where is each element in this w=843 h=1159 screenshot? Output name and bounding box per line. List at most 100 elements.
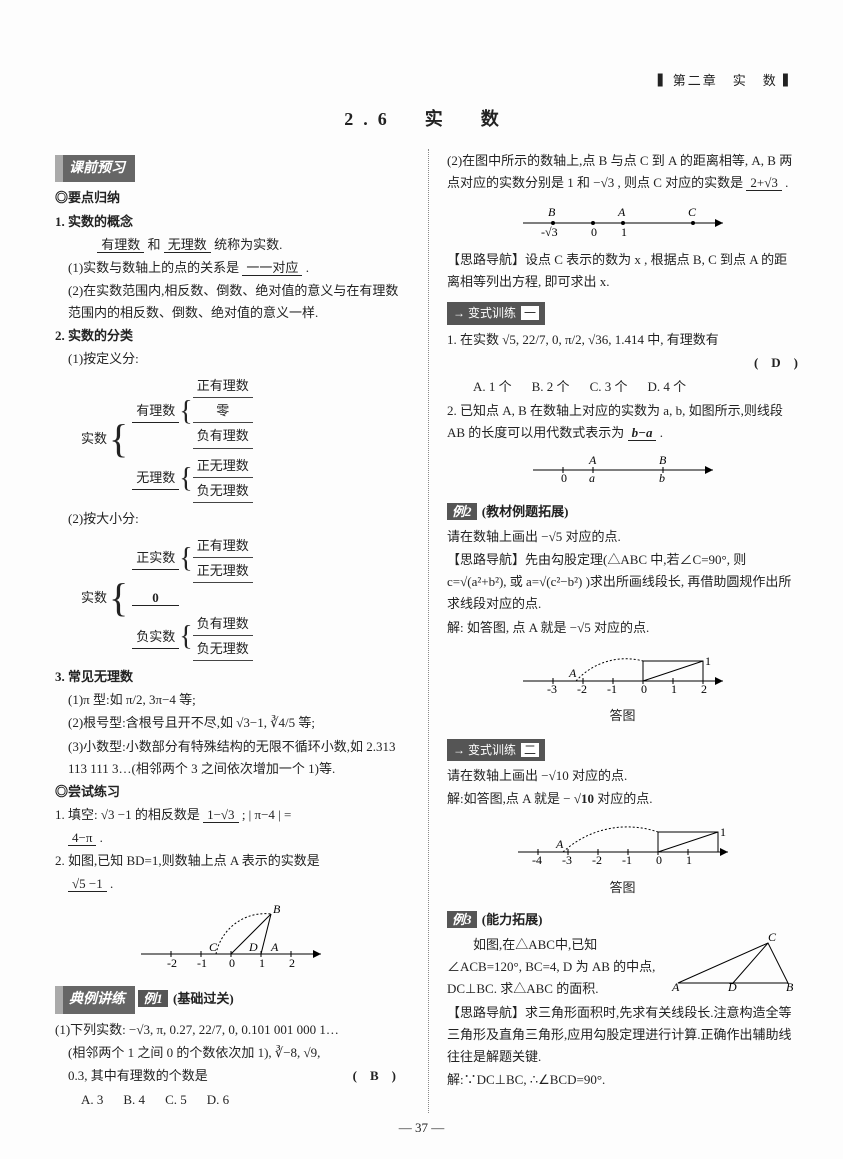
p3: 3. 常见无理数	[55, 666, 406, 688]
v2-q: 请在数轴上画出 −√10 对应的点.	[447, 765, 798, 787]
note: (能力拓展)	[482, 912, 543, 927]
svg-text:-2: -2	[577, 682, 587, 696]
p1b: (1)实数与数轴上的点的关系是 一一对应 .	[55, 257, 406, 279]
t: .	[100, 830, 103, 845]
tag: 例2	[447, 503, 477, 520]
svg-text:C: C	[768, 933, 777, 944]
svg-text:-3: -3	[562, 853, 572, 867]
svg-text:D: D	[248, 940, 258, 954]
t: 统称为实数.	[214, 237, 282, 252]
svg-text:A: A	[568, 666, 577, 680]
leaf: 负无理数	[193, 638, 253, 661]
p3b: (2)根号型:含根号且开不尽,如 √3−1, ∛4/5 等;	[55, 712, 406, 734]
note: (教材例题拓展)	[482, 504, 569, 519]
try-q1: 1. 填空: √3 −1 的相反数是 1−√3 ; | π−4 | =	[55, 804, 406, 826]
svg-text:C: C	[209, 940, 218, 954]
ex1-options: A. 3 B. 4 C. 5 D. 6	[81, 1089, 406, 1111]
svg-text:-2: -2	[592, 853, 602, 867]
t: 解:如答图,点 A 就是 −	[447, 791, 571, 806]
p1: 1. 实数的概念	[55, 211, 406, 233]
svg-text:1: 1	[621, 225, 627, 238]
p2b: (2)按大小分:	[55, 508, 406, 530]
opt-d: D. 6	[207, 1089, 229, 1111]
variant-2-tag: → 变式训练 二	[447, 739, 545, 761]
left-column: 课前预习 ◎要点归纳 1. 实数的概念 有理数 和 无理数 统称为实数. (1)…	[55, 149, 406, 1114]
svg-text:-3: -3	[547, 682, 557, 696]
svg-text:A: A	[617, 205, 626, 219]
svg-text:A: A	[555, 837, 564, 851]
svg-text:A: A	[671, 980, 680, 993]
t: .	[110, 876, 113, 891]
p3a: (1)π 型:如 π/2, 3π−4 等;	[55, 689, 406, 711]
branch: 无理数	[132, 467, 179, 490]
t: .	[660, 425, 663, 440]
svg-text:A: A	[588, 453, 597, 467]
p3c: (3)小数型:小数部分有特殊结构的无限不循环小数,如 2.313 113 111…	[55, 736, 406, 780]
leaf: 正无理数	[193, 455, 253, 478]
svg-text:b: b	[659, 471, 665, 484]
svg-text:D: D	[727, 980, 737, 993]
t: 0.3, 其中有理数的个数是	[68, 1068, 208, 1083]
opt-d: D. 4 个	[647, 376, 686, 398]
t	[68, 237, 94, 252]
right-column: (2)在图中所示的数轴上,点 B 与点 C 到 A 的距离相等, A, B 两点…	[428, 149, 798, 1114]
svg-text:0: 0	[641, 682, 647, 696]
v1-q2: 2. 已知点 A, B 在数轴上对应的实数为 a, b, 如图所示,则线段 AB…	[447, 400, 798, 444]
svg-text:-1: -1	[197, 956, 207, 969]
page-title: 2.6 实 数	[55, 104, 798, 135]
r-dh1: 【思路导航】设点 C 表示的数为 x , 根据点 B, C 到点 A 的距离相等…	[447, 249, 798, 293]
p2a: (1)按定义分:	[55, 348, 406, 370]
v1-ans: ( D )	[447, 352, 798, 374]
svg-text:0: 0	[229, 956, 235, 969]
svg-text:2: 2	[289, 956, 295, 969]
ex3-q: 如图,在△ABC中,已知∠ACB=120°, BC=4, D 为 AB 的中点,…	[447, 934, 658, 1000]
svg-text:B: B	[659, 453, 667, 467]
svg-text:1: 1	[720, 825, 726, 839]
t: (2)在图中所示的数轴上,点 B 与点 C 到 A 的距离相等, A, B 两点…	[447, 153, 792, 190]
classification-tree-2: 实数 { 正实数 { 正有理数 正无理数 0 负实数	[81, 531, 406, 665]
p1a: 有理数 和 无理数 统称为实数.	[55, 234, 406, 256]
v1-options: A. 1 个 B. 2 个 C. 3 个 D. 4 个	[473, 376, 798, 398]
subhead-try: ◎尝试练习	[55, 781, 406, 803]
opt-a: A. 1 个	[473, 376, 512, 398]
root: 实数	[81, 428, 107, 450]
t: 对应的点.	[597, 791, 652, 806]
ex3-dh: 【思路导航】求三角形面积时,先求有关线段长.注意构造全等三角形及直角三角形,应用…	[447, 1002, 798, 1068]
opt-b: B. 2 个	[532, 376, 570, 398]
n: 一	[521, 306, 539, 320]
subhead-points: ◎要点归纳	[55, 187, 406, 209]
ex2-dh: 【思路导航】先由勾股定理(△ABC 中,若∠C=90°, 则 c=√(a²+b²…	[447, 549, 798, 615]
svg-text:1: 1	[259, 956, 265, 969]
try-q2-ans: √5 −1 .	[55, 873, 406, 895]
figure-triangle: A D B C	[668, 933, 798, 993]
try-q1b: 4−π .	[55, 827, 406, 849]
blank: b−a	[628, 425, 657, 441]
page-number: — 37 —	[0, 1117, 843, 1139]
t: .	[306, 260, 309, 275]
try-q2: 2. 如图,已知 BD=1,则数轴上点 A 表示的实数是	[55, 850, 406, 872]
chapter-header: ▍第二章 实 数 ▍	[55, 70, 798, 92]
svg-text:C: C	[688, 205, 697, 219]
classification-tree-1: 实数 { 有理数 { 正有理数 零 负有理数	[81, 371, 406, 506]
blank: 有理数	[97, 237, 144, 253]
v1-q1: 1. 在实数 √5, 22/7, 0, π/2, √36, 1.414 中, 有…	[447, 329, 798, 351]
t: (1)实数与数轴上的点的关系是	[68, 260, 242, 275]
blank: 无理数	[164, 237, 211, 253]
svg-text:-2: -2	[167, 956, 177, 969]
svg-text:1: 1	[705, 654, 711, 668]
ex1-q2: (相邻两个 1 之间 0 的个数依次加 1), ∛−8, √9,	[55, 1042, 406, 1064]
t: 2. 已知点 A, B 在数轴上对应的实数为 a, b, 如图所示,则线段 AB…	[447, 403, 783, 440]
svg-text:A: A	[270, 940, 279, 954]
b: √10	[574, 791, 594, 806]
variant-1-tag: → 变式训练 一	[447, 302, 545, 324]
v2-sol: 解:如答图,点 A 就是 − √10 对应的点.	[447, 788, 798, 810]
n: 二	[521, 743, 539, 757]
svg-text:0: 0	[591, 225, 597, 238]
opt-a: A. 3	[81, 1089, 103, 1111]
leaf: 负无理数	[193, 480, 253, 503]
branch: 有理数	[132, 400, 179, 423]
figure-numberline-bac: B A C -√301	[447, 198, 798, 245]
figure-answer-sqrt10: -4-3-2-101 A 1 答图	[447, 814, 798, 898]
t: 变式训练	[468, 306, 516, 320]
leaf: 负有理数	[193, 613, 253, 636]
